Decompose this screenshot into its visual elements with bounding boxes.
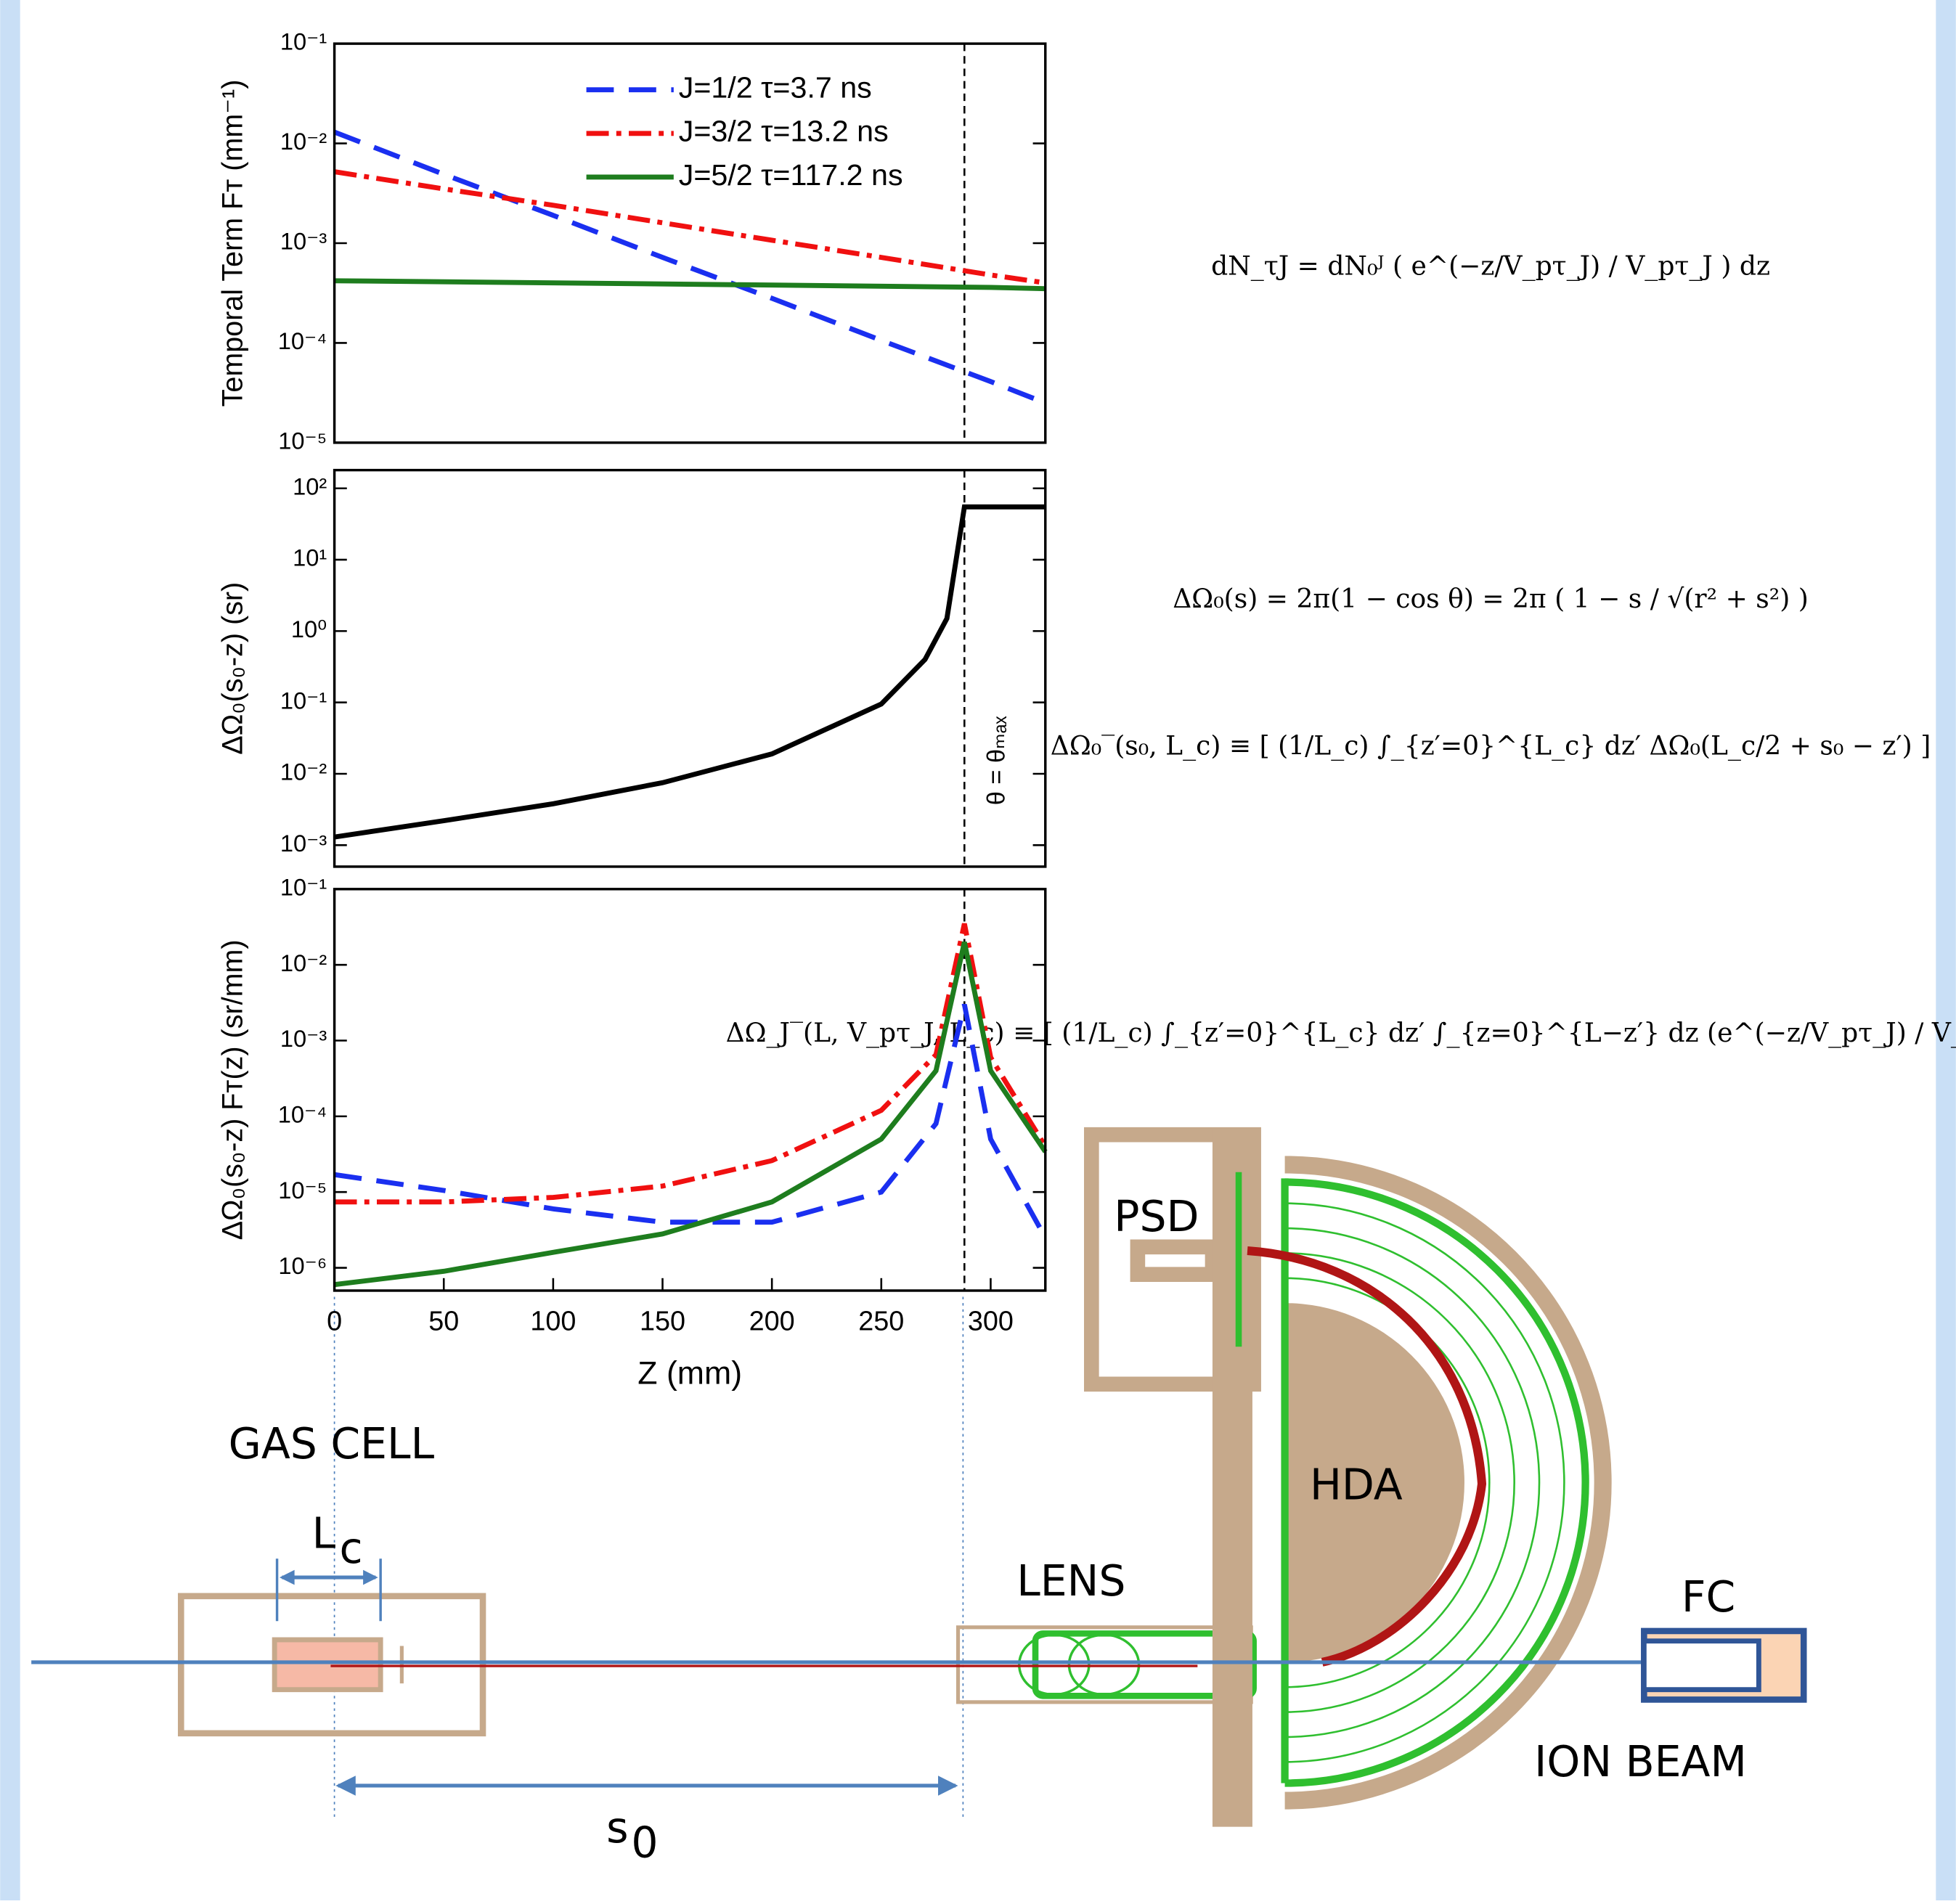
series-line — [334, 941, 1048, 1288]
plot-frame — [333, 468, 1047, 868]
apparatus-part — [1284, 1227, 1541, 1738]
apparatus-part — [272, 1637, 383, 1693]
chart: 10⁻¹ 10⁻² 10⁻³ 10⁻⁴ 10⁻⁵ 10⁻⁶ 0 50 100 150 200 250 3… — [217, 873, 1048, 1392]
y-tick-label: 10⁻¹ — [280, 873, 327, 900]
plot-frame — [333, 888, 1047, 1292]
series-line — [334, 169, 1046, 286]
apparatus-part — [1284, 1303, 1464, 1662]
ion-beam-label: ION BEAM — [1534, 1737, 1747, 1786]
apparatus-part — [1084, 1127, 1261, 1392]
y-tick-label: 10⁻¹ — [280, 687, 327, 714]
series-line — [333, 129, 1047, 406]
y-tick-label: 10⁻² — [280, 949, 327, 976]
psd-label: PSD — [1114, 1192, 1199, 1241]
y-tick-label: 10⁻⁶ — [278, 1252, 327, 1279]
legend-label: J=1/2 τ=3.7 ns — [679, 71, 872, 105]
apparatus-part — [1284, 1178, 1589, 1787]
hda-label: HDA — [1310, 1460, 1403, 1510]
equation: ΔΩ_J‾(L, V_pτ_J, L_c) ≡ [ (1/L_c) ∫_{z′=… — [726, 1018, 1956, 1048]
y-tick-label: 10⁻² — [280, 128, 327, 155]
y-tick-label: 10⁻³ — [280, 228, 327, 255]
equation: ΔΩ₀‾(s₀, L_c) ≡ [ (1/L_c) ∫_{z′=0}^{L_c}… — [1051, 731, 1931, 761]
apparatus-part — [1247, 1246, 1487, 1667]
fc-label: FC — [1682, 1572, 1735, 1622]
x-axis-title: Z (mm) — [637, 1356, 742, 1392]
apparatus-part — [178, 1593, 486, 1737]
series-line — [334, 278, 1046, 292]
x-tick-label: 300 — [968, 1307, 1014, 1337]
plot-frame — [333, 42, 1047, 444]
series-line — [334, 504, 1046, 840]
s0-subscript: 0 — [631, 1818, 658, 1868]
equation: dN_τJ = dN₀ᴶ ( e^(−z/V_pτ_J) / V_pτ_J ) … — [1211, 250, 1770, 281]
y-tick-label: 10⁻⁵ — [278, 427, 327, 454]
apparatus-part — [1017, 1633, 1091, 1696]
x-tick-label: 200 — [749, 1307, 795, 1337]
lens-label: LENS — [1016, 1556, 1125, 1606]
x-tick-label: 0 — [327, 1307, 342, 1337]
annotation: θ = θₘₐₓ — [983, 716, 1011, 806]
y-tick-label: 10⁻³ — [280, 1025, 327, 1052]
y-tick-label: 10¹ — [293, 544, 327, 571]
y-tick-label: 10⁰ — [291, 616, 327, 642]
apparatus-part — [1212, 1128, 1252, 1827]
s0-label: s — [606, 1803, 628, 1852]
apparatus: GAS CELL L c s 0 LENS PSD HDA FC ION BEA… — [31, 1127, 1807, 1868]
x-tick-label: 250 — [858, 1307, 904, 1337]
y-tick-label: 10⁻⁴ — [278, 327, 327, 354]
y-tick-label: 10⁻¹ — [280, 28, 327, 55]
equation: ΔΩ₀(s) = 2π(1 − cos θ) = 2π ( 1 − s / √(… — [1173, 584, 1809, 614]
apparatus-part — [1641, 1638, 1761, 1693]
y-axis-title: Temporal Term Fᴛ (mm⁻¹) — [217, 80, 249, 407]
apparatus-part — [1284, 1252, 1515, 1713]
series-line — [334, 923, 1048, 1205]
y-tick-label: 10⁻² — [280, 759, 327, 785]
y-tick-label: 10⁻⁵ — [278, 1177, 327, 1204]
x-tick-label: 50 — [428, 1307, 459, 1337]
apparatus-part — [1284, 1202, 1565, 1763]
x-tick-label: 150 — [640, 1307, 685, 1337]
panel — [20, 0, 1936, 1900]
y-tick-label: 10⁻³ — [280, 830, 327, 857]
legend-label: J=3/2 τ=13.2 ns — [679, 115, 889, 148]
gas-cell-label: GAS CELL — [229, 1419, 435, 1468]
lc-label: L — [312, 1508, 336, 1558]
chart: 10² 10¹ 10⁰ 10⁻¹ 10⁻² 10⁻³ ΔΩ₀(s₀-z) (sr) θ = θ… — [217, 468, 1047, 868]
y-tick-label: 10² — [293, 473, 327, 499]
legend-label: J=5/2 τ=117.2 ns — [679, 158, 903, 192]
apparatus-part — [1284, 1156, 1612, 1810]
chart: 10⁻¹ 10⁻² 10⁻³ 10⁻⁴ 10⁻⁵ Temporal Term Fᴛ (mm… — [217, 28, 1047, 454]
lc-subscript: c — [339, 1524, 362, 1573]
apparatus-part — [1067, 1633, 1141, 1696]
equations: dN_τJ = dN₀ᴶ ( e^(−z/V_pτ_J) / V_pτ_J ) … — [726, 250, 1956, 1047]
x-tick-label: 100 — [530, 1307, 576, 1337]
apparatus-part — [1032, 1630, 1257, 1699]
y-axis-title: ΔΩ₀(s₀-z) Fᴛ(z) (sr/mm) — [217, 939, 249, 1240]
y-tick-label: 10⁻⁴ — [278, 1100, 327, 1127]
y-axis-title: ΔΩ₀(s₀-z) (sr) — [217, 582, 249, 755]
